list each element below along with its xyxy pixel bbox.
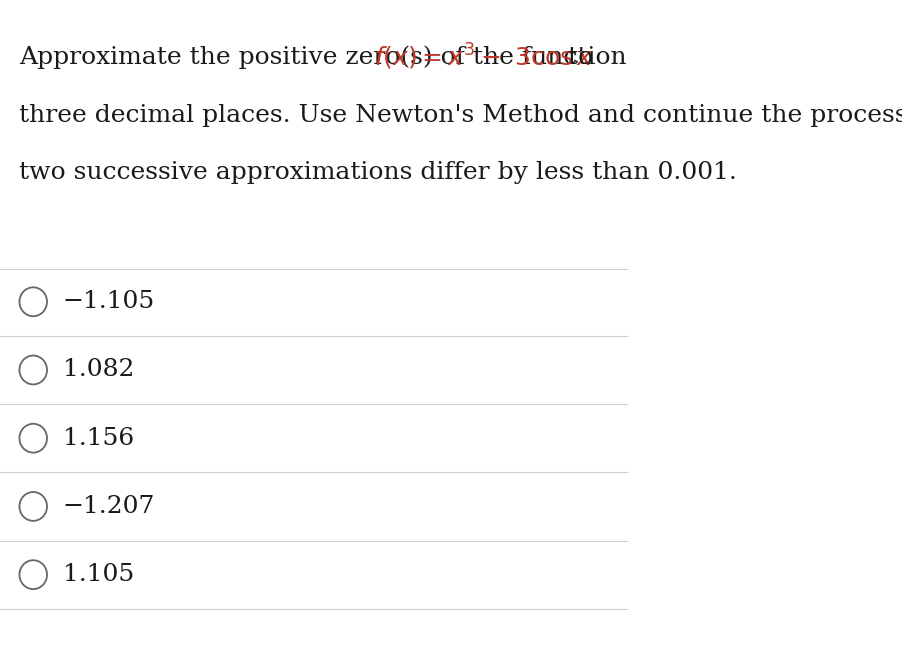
Text: −1.207: −1.207 <box>62 495 155 518</box>
Text: $f(x)=x^{3}-\ 3\cos x$: $f(x)=x^{3}-\ 3\cos x$ <box>373 42 593 72</box>
Text: −1.105: −1.105 <box>62 290 155 314</box>
Text: Approximate the positive zero(s) of the function: Approximate the positive zero(s) of the … <box>19 46 634 70</box>
Text: two successive approximations differ by less than 0.001.: two successive approximations differ by … <box>19 161 736 184</box>
Text: to: to <box>559 46 593 69</box>
Text: 1.156: 1.156 <box>62 426 133 450</box>
Text: 1.082: 1.082 <box>62 358 133 382</box>
Text: three decimal places. Use Newton's Method and continue the process until: three decimal places. Use Newton's Metho… <box>19 104 902 127</box>
Text: 1.105: 1.105 <box>62 563 133 586</box>
